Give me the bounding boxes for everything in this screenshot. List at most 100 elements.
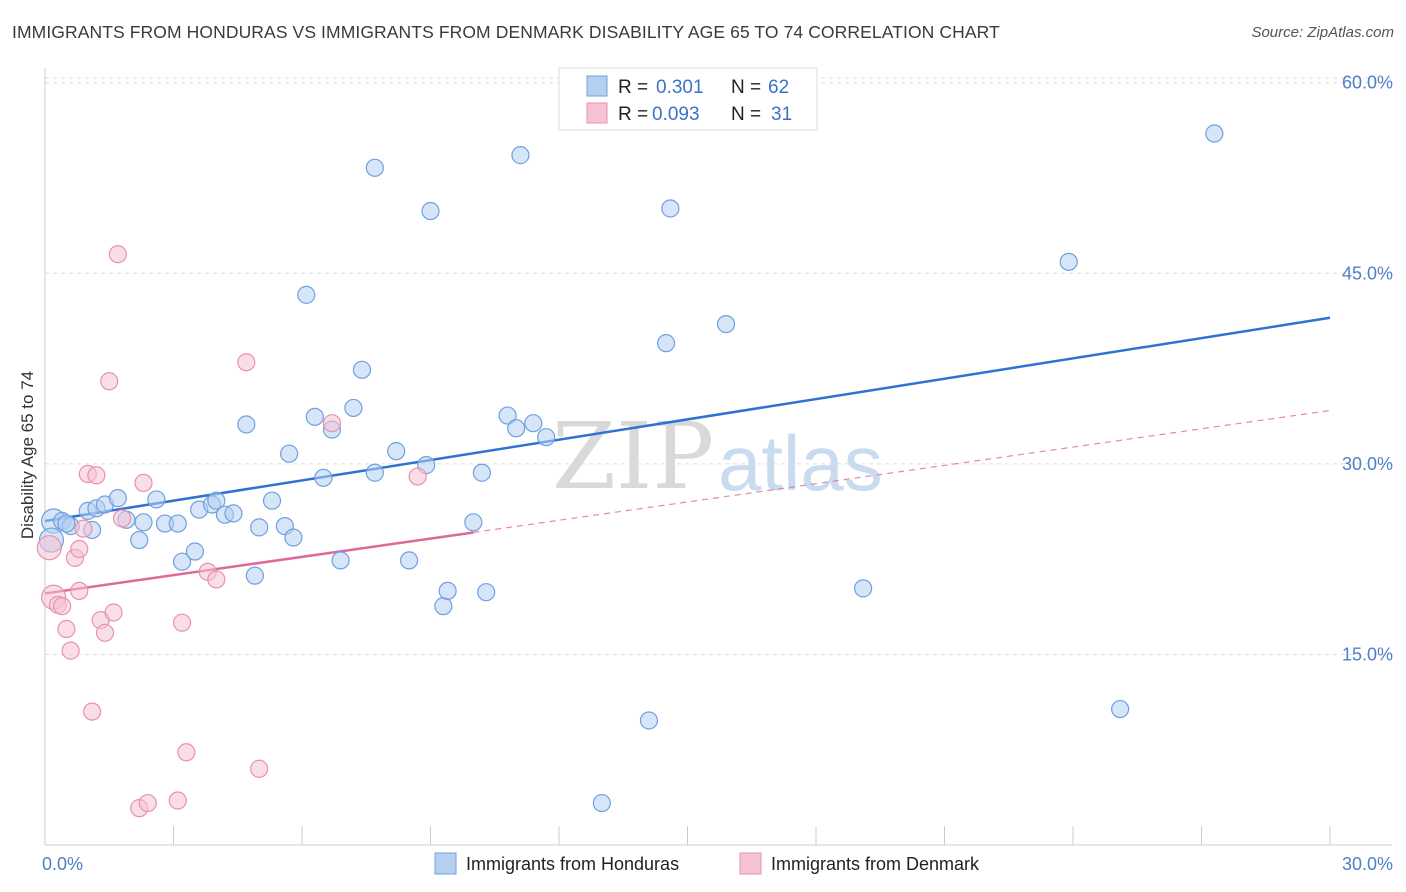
x-tick-labels: 0.0% 30.0% [42, 854, 1393, 874]
trend-line-denmark [44, 531, 474, 595]
point-honduras [365, 158, 384, 177]
trend-line-honduras [44, 316, 1331, 523]
point-honduras [507, 419, 526, 438]
point-denmark [138, 793, 157, 813]
point-honduras [639, 711, 659, 730]
y-tick-labels: 15.0% 30.0% 45.0% 60.0% [1342, 73, 1393, 665]
point-honduras [172, 552, 192, 571]
point-honduras [168, 514, 187, 533]
y-tick-label: 45.0% [1342, 263, 1393, 283]
point-honduras [262, 491, 282, 510]
point-honduras [498, 406, 517, 425]
point-honduras [511, 146, 530, 165]
point-denmark [53, 597, 72, 616]
legend-r-value-honduras: 0.301 [656, 77, 704, 98]
point-honduras [185, 542, 205, 561]
legend-swatch-honduras [586, 75, 608, 97]
point-honduras [305, 407, 324, 426]
point-honduras [280, 444, 299, 463]
point-honduras [399, 551, 419, 570]
point-denmark [177, 743, 196, 762]
point-honduras [207, 491, 226, 510]
point-honduras [421, 201, 440, 221]
point-honduras [464, 513, 483, 532]
point-denmark [70, 539, 89, 559]
point-denmark [70, 581, 89, 601]
point-honduras [387, 442, 406, 461]
bottom-legend: Immigrants from Honduras Immigrants from… [434, 852, 980, 875]
axes [44, 68, 1392, 846]
trend-line-denmark-extended [473, 409, 1331, 534]
trend-lines [44, 316, 1331, 595]
legend-r-label-honduras: R = [618, 77, 648, 98]
point-denmark [36, 535, 62, 561]
point-denmark [112, 509, 132, 528]
legend: R = 0.301 N = 62 R = 0.093 N = 31 [558, 67, 818, 131]
point-honduras [477, 583, 496, 602]
point-honduras [537, 428, 556, 447]
point-honduras [592, 793, 611, 813]
point-honduras [854, 579, 873, 598]
point-honduras [716, 314, 736, 334]
point-denmark [408, 467, 427, 486]
point-denmark [250, 759, 269, 778]
bottom-legend-label-denmark: Immigrants from Denmark [771, 854, 980, 874]
point-honduras [1059, 252, 1078, 271]
bottom-legend-swatch-honduras [434, 852, 457, 875]
point-honduras [365, 463, 384, 482]
point-honduras [250, 518, 269, 537]
point-honduras [245, 566, 264, 585]
watermark-atlas: atlas [718, 419, 883, 507]
point-denmark [87, 466, 106, 485]
point-honduras [314, 468, 333, 487]
point-denmark [61, 641, 80, 660]
point-honduras [352, 360, 372, 379]
x-tick-label-end: 30.0% [1342, 854, 1393, 874]
legend-n-label-denmark: N = [731, 104, 761, 125]
point-honduras [438, 581, 457, 601]
legend-r-value-denmark: 0.093 [652, 104, 700, 125]
point-honduras [656, 334, 676, 353]
y-tick-label: 60.0% [1342, 73, 1393, 93]
point-honduras [434, 597, 453, 616]
point-denmark [172, 613, 192, 632]
point-honduras [524, 414, 543, 433]
legend-swatch-denmark [586, 102, 608, 124]
y-tick-label: 30.0% [1342, 454, 1393, 474]
point-denmark [108, 245, 127, 264]
point-honduras [1111, 699, 1130, 719]
watermark-zip: ZIP [552, 403, 714, 510]
point-denmark [95, 623, 115, 642]
point-denmark [207, 570, 226, 589]
point-honduras [284, 528, 303, 547]
point-honduras [237, 415, 256, 434]
point-denmark [74, 519, 93, 538]
source-label: Source: ZipAtlas.com [1251, 24, 1394, 41]
legend-r-label-denmark: R = [618, 104, 648, 125]
bottom-legend-label-honduras: Immigrants from Honduras [466, 854, 679, 874]
point-denmark [104, 603, 123, 622]
legend-n-value-honduras: 62 [768, 77, 789, 98]
y-axis-label: Disability Age 65 to 74 [18, 371, 37, 539]
legend-n-value-denmark: 31 [771, 104, 792, 125]
point-honduras [130, 530, 149, 550]
point-denmark [57, 619, 76, 639]
point-honduras [344, 398, 363, 418]
point-honduras [472, 463, 491, 482]
y-tick-label: 15.0% [1342, 644, 1393, 664]
point-honduras [57, 514, 76, 533]
point-denmark [168, 791, 187, 810]
point-honduras [1205, 124, 1224, 143]
legend-n-label-honduras: N = [731, 77, 761, 98]
bottom-legend-swatch-denmark [739, 852, 762, 875]
point-honduras [134, 513, 153, 532]
point-honduras [331, 551, 350, 570]
point-honduras [108, 489, 127, 508]
x-tick-label-start: 0.0% [42, 854, 83, 874]
point-denmark [100, 372, 119, 391]
point-honduras [661, 199, 680, 218]
point-denmark [322, 414, 342, 433]
point-honduras [147, 490, 166, 509]
data-points [36, 124, 1224, 818]
